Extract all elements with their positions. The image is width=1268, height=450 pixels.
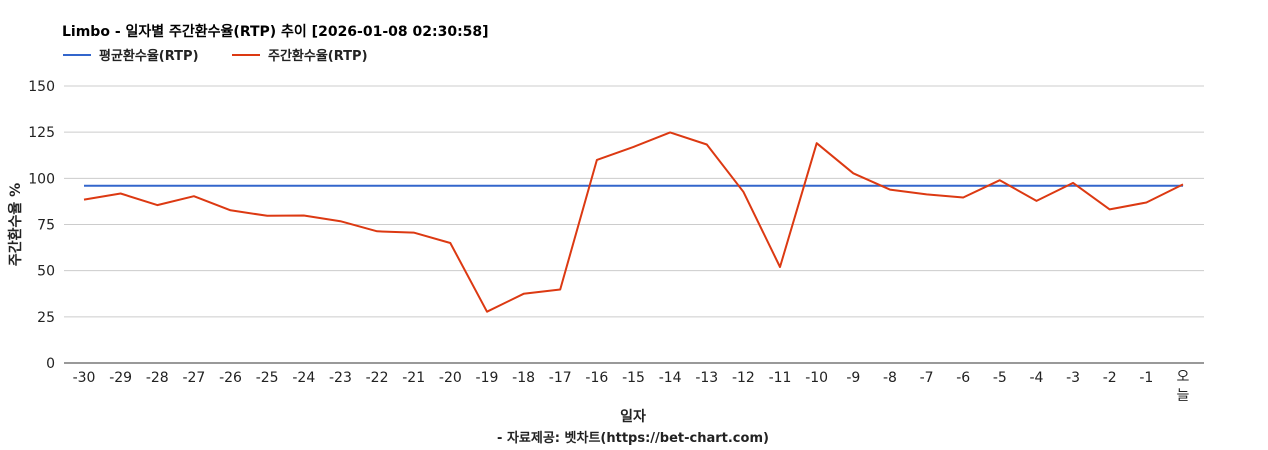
y-tick-label: 0 [46,356,55,372]
x-tick-labels: -30 -29 -28 -27 -26 -25 -24 -23 -22 -21 -20 -19 -18-… [73,369,1190,404]
x-tick-label: -10 [805,370,828,386]
x-tick-label: -27 [182,370,205,386]
x-tick-label: -30 [73,370,96,386]
series-line-weekly-rtp [83,131,1184,313]
y-tick-label: 125 [28,125,55,141]
y-tick-label: 25 [37,310,55,326]
x-axis-title: 일자 [620,409,646,425]
x-tick-label: -12 [732,370,755,386]
y-tick-label: 100 [28,171,55,187]
x-tick-label: -15 [622,370,645,386]
x-tick-label: -19 [476,370,499,386]
x-tick-label: -2 [1103,370,1117,386]
y-axis-title: 주간환수율 % [7,183,24,266]
legend-label-average-rtp: 평균환수율(RTP) [99,48,199,64]
series-lines [83,131,1184,313]
x-tick-label: -8 [883,370,897,386]
y-tick-labels: 0 25 50 75 100 125 150 [28,79,55,372]
grid [64,85,1204,364]
x-tick-label: -3 [1066,370,1080,386]
x-tick-label: -20 [439,370,462,386]
x-tick-label: -13 [695,370,718,386]
source-note: - 자료제공: 벳차트(https://bet-chart.com) [497,430,769,446]
x-tick-label: -4 [1029,370,1043,386]
x-tick-label: -14 [659,370,682,386]
legend: 평균환수율(RTP) 주간환수율(RTP) [63,48,368,64]
x-tick-label: -25 [256,370,279,386]
x-tick-label: -26 [219,370,242,386]
x-tick-label: -16 [585,370,608,386]
y-tick-label: 150 [28,79,55,95]
x-tick-label: -28 [146,370,169,386]
x-tick-label: -17 [549,370,572,386]
x-tick-label: -22 [366,370,389,386]
x-tick-label: -29 [109,370,132,386]
x-tick-label: -11 [769,370,792,386]
y-tick-label: 50 [37,264,55,280]
x-tick-label: -1 [1139,370,1153,386]
x-tick-label: -6 [956,370,970,386]
x-tick-label: -23 [329,370,352,386]
x-tick-label: -9 [846,370,860,386]
x-tick-label: -5 [993,370,1007,386]
x-tick-label: -21 [402,370,425,386]
x-tick-label: -24 [292,370,315,386]
chart-title: Limbo - 일자별 주간환수율(RTP) 추이 [2026-01-08 02… [62,23,489,40]
x-tick-label: -18 [512,370,535,386]
x-tick-label: -7 [920,370,934,386]
legend-label-weekly-rtp: 주간환수율(RTP) [268,48,368,64]
y-tick-label: 75 [37,218,55,234]
